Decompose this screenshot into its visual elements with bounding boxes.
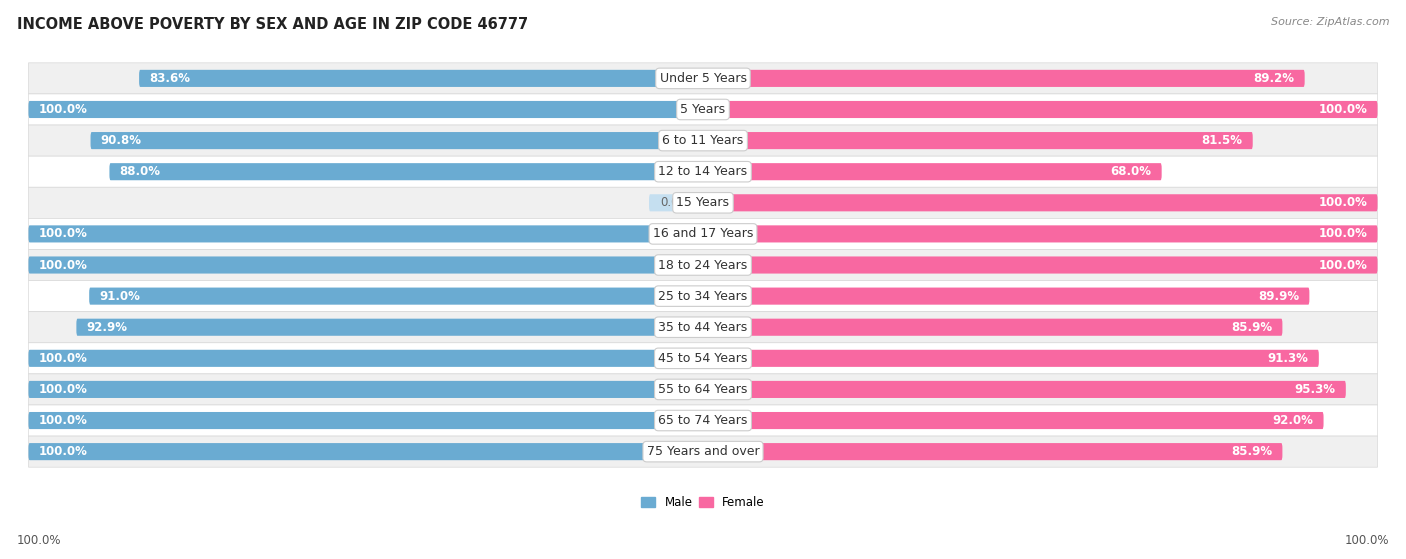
FancyBboxPatch shape — [90, 132, 703, 149]
Text: 100.0%: 100.0% — [38, 383, 87, 396]
Text: 0.0%: 0.0% — [659, 196, 689, 209]
FancyBboxPatch shape — [28, 257, 703, 273]
FancyBboxPatch shape — [703, 350, 1319, 367]
Text: 91.3%: 91.3% — [1268, 352, 1309, 365]
Text: 68.0%: 68.0% — [1111, 165, 1152, 178]
Text: 18 to 24 Years: 18 to 24 Years — [658, 258, 748, 272]
FancyBboxPatch shape — [28, 63, 1378, 94]
Text: 83.6%: 83.6% — [149, 72, 190, 85]
Text: 75 Years and over: 75 Years and over — [647, 445, 759, 458]
FancyBboxPatch shape — [703, 132, 1253, 149]
Text: 35 to 44 Years: 35 to 44 Years — [658, 321, 748, 334]
FancyBboxPatch shape — [703, 257, 1378, 273]
Text: 88.0%: 88.0% — [120, 165, 160, 178]
Text: 100.0%: 100.0% — [1319, 258, 1368, 272]
FancyBboxPatch shape — [28, 249, 1378, 281]
FancyBboxPatch shape — [703, 412, 1323, 429]
FancyBboxPatch shape — [703, 319, 1282, 336]
FancyBboxPatch shape — [28, 312, 1378, 343]
Text: 65 to 74 Years: 65 to 74 Years — [658, 414, 748, 427]
FancyBboxPatch shape — [650, 194, 703, 211]
FancyBboxPatch shape — [703, 381, 1346, 398]
FancyBboxPatch shape — [28, 101, 703, 118]
FancyBboxPatch shape — [76, 319, 703, 336]
FancyBboxPatch shape — [28, 343, 1378, 374]
FancyBboxPatch shape — [28, 443, 703, 460]
Text: 12 to 14 Years: 12 to 14 Years — [658, 165, 748, 178]
Text: 100.0%: 100.0% — [1319, 228, 1368, 240]
Text: Source: ZipAtlas.com: Source: ZipAtlas.com — [1271, 17, 1389, 27]
Text: 90.8%: 90.8% — [101, 134, 142, 147]
Text: 89.2%: 89.2% — [1254, 72, 1295, 85]
Text: 45 to 54 Years: 45 to 54 Years — [658, 352, 748, 365]
FancyBboxPatch shape — [703, 163, 1161, 180]
FancyBboxPatch shape — [28, 436, 1378, 467]
FancyBboxPatch shape — [703, 101, 1378, 118]
Text: 100.0%: 100.0% — [38, 445, 87, 458]
Text: INCOME ABOVE POVERTY BY SEX AND AGE IN ZIP CODE 46777: INCOME ABOVE POVERTY BY SEX AND AGE IN Z… — [17, 17, 529, 32]
Text: 81.5%: 81.5% — [1202, 134, 1243, 147]
Legend: Male, Female: Male, Female — [637, 491, 769, 514]
FancyBboxPatch shape — [28, 225, 703, 243]
Text: 100.0%: 100.0% — [1319, 103, 1368, 116]
Text: 100.0%: 100.0% — [38, 103, 87, 116]
FancyBboxPatch shape — [703, 194, 1378, 211]
Text: 100.0%: 100.0% — [17, 534, 62, 547]
Text: 92.9%: 92.9% — [87, 321, 128, 334]
Text: 100.0%: 100.0% — [1319, 196, 1368, 209]
FancyBboxPatch shape — [139, 70, 703, 87]
Text: 89.9%: 89.9% — [1258, 290, 1299, 302]
FancyBboxPatch shape — [703, 443, 1282, 460]
Text: 100.0%: 100.0% — [38, 258, 87, 272]
FancyBboxPatch shape — [28, 350, 703, 367]
FancyBboxPatch shape — [110, 163, 703, 180]
Text: 6 to 11 Years: 6 to 11 Years — [662, 134, 744, 147]
FancyBboxPatch shape — [703, 287, 1309, 305]
Text: 95.3%: 95.3% — [1295, 383, 1336, 396]
FancyBboxPatch shape — [28, 125, 1378, 156]
FancyBboxPatch shape — [28, 405, 1378, 436]
Text: 100.0%: 100.0% — [38, 228, 87, 240]
FancyBboxPatch shape — [28, 281, 1378, 312]
Text: 92.0%: 92.0% — [1272, 414, 1313, 427]
FancyBboxPatch shape — [28, 219, 1378, 249]
FancyBboxPatch shape — [28, 381, 703, 398]
Text: 91.0%: 91.0% — [100, 290, 141, 302]
Text: 85.9%: 85.9% — [1232, 321, 1272, 334]
Text: 55 to 64 Years: 55 to 64 Years — [658, 383, 748, 396]
FancyBboxPatch shape — [28, 156, 1378, 187]
Text: 16 and 17 Years: 16 and 17 Years — [652, 228, 754, 240]
Text: 25 to 34 Years: 25 to 34 Years — [658, 290, 748, 302]
Text: 15 Years: 15 Years — [676, 196, 730, 209]
FancyBboxPatch shape — [28, 412, 703, 429]
Text: 100.0%: 100.0% — [1344, 534, 1389, 547]
Text: Under 5 Years: Under 5 Years — [659, 72, 747, 85]
FancyBboxPatch shape — [28, 187, 1378, 219]
Text: 100.0%: 100.0% — [38, 414, 87, 427]
FancyBboxPatch shape — [28, 94, 1378, 125]
FancyBboxPatch shape — [703, 70, 1305, 87]
Text: 5 Years: 5 Years — [681, 103, 725, 116]
FancyBboxPatch shape — [28, 374, 1378, 405]
Text: 85.9%: 85.9% — [1232, 445, 1272, 458]
FancyBboxPatch shape — [89, 287, 703, 305]
FancyBboxPatch shape — [703, 225, 1378, 243]
Text: 100.0%: 100.0% — [38, 352, 87, 365]
